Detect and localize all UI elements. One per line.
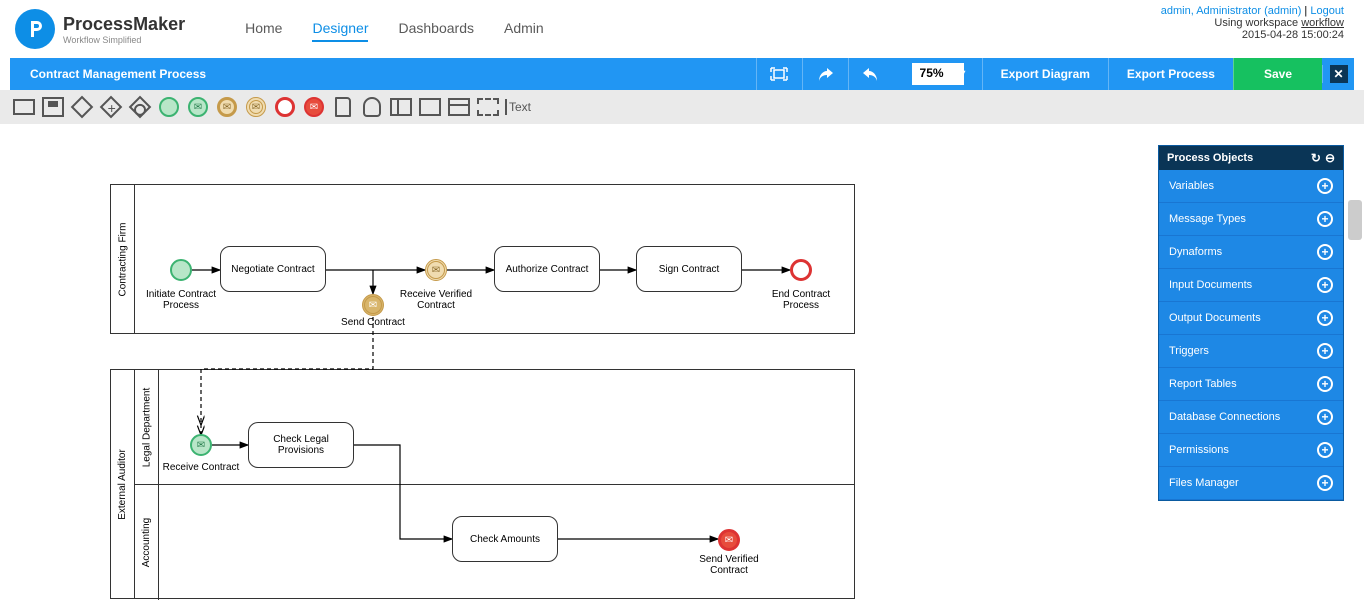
event-label-e1: Initiate Contract Process bbox=[141, 289, 221, 311]
process-toolbar: Contract Management Process 75% ▼ Export… bbox=[10, 58, 1354, 90]
nav-admin[interactable]: Admin bbox=[504, 16, 544, 42]
event-e1[interactable] bbox=[170, 259, 192, 281]
document-tool[interactable] bbox=[331, 95, 355, 119]
nav-menu: Home Designer Dashboards Admin bbox=[245, 16, 544, 42]
panel-item-dynaforms[interactable]: Dynaforms+ bbox=[1159, 236, 1343, 269]
user-link[interactable]: admin, Administrator (admin) bbox=[1161, 5, 1302, 17]
logo[interactable]: ProcessMaker Workflow Simplified bbox=[15, 9, 185, 49]
event-label-e2: Send Contract bbox=[333, 317, 413, 328]
start-msg-event-tool[interactable]: ✉ bbox=[186, 95, 210, 119]
text-tool[interactable]: Text bbox=[505, 99, 531, 115]
pool-tool[interactable] bbox=[389, 95, 413, 119]
logo-title: ProcessMaker bbox=[63, 14, 185, 35]
gateway-tool[interactable] bbox=[70, 95, 94, 119]
redo-button[interactable] bbox=[802, 58, 848, 90]
panel-item-database-connections[interactable]: Database Connections+ bbox=[1159, 401, 1343, 434]
nav-designer[interactable]: Designer bbox=[312, 16, 368, 42]
nav-dashboards[interactable]: Dashboards bbox=[398, 16, 474, 42]
workspace-label: Using workspace workflow bbox=[1161, 17, 1344, 29]
refresh-icon[interactable]: ↻ bbox=[1311, 151, 1321, 165]
header-bar: ProcessMaker Workflow Simplified Home Des… bbox=[0, 0, 1364, 58]
rect-tool[interactable] bbox=[12, 95, 36, 119]
lane-tool[interactable] bbox=[418, 95, 442, 119]
export-process-button[interactable]: Export Process bbox=[1108, 58, 1233, 90]
end-msg-event-tool[interactable]: ✉ bbox=[302, 95, 326, 119]
task-t3[interactable]: Sign Contract bbox=[636, 246, 742, 292]
undo-button[interactable] bbox=[848, 58, 894, 90]
zoom-select[interactable]: 75% ▼ bbox=[902, 63, 974, 85]
add-icon[interactable]: + bbox=[1317, 409, 1333, 425]
shapes-toolbar: ✉ ✉ ✉ ✉ Text bbox=[0, 90, 1364, 124]
timestamp: 2015-04-28 15:00:24 bbox=[1161, 29, 1344, 41]
add-icon[interactable]: + bbox=[1317, 178, 1333, 194]
logo-subtitle: Workflow Simplified bbox=[63, 35, 185, 45]
end-event-tool[interactable] bbox=[273, 95, 297, 119]
group-tool[interactable] bbox=[476, 95, 500, 119]
task-t4[interactable]: Check Legal Provisions bbox=[248, 422, 354, 468]
datastore-tool[interactable] bbox=[360, 95, 384, 119]
inter-catch-tool[interactable]: ✉ bbox=[215, 95, 239, 119]
panel-item-input-documents[interactable]: Input Documents+ bbox=[1159, 269, 1343, 302]
process-objects-panel: Process Objects ↻ ⊖ Variables+Message Ty… bbox=[1158, 145, 1344, 501]
add-icon[interactable]: + bbox=[1317, 475, 1333, 491]
event-label-e5: Receive Contract bbox=[161, 462, 241, 473]
lane-h-tool[interactable] bbox=[447, 95, 471, 119]
panel-item-variables[interactable]: Variables+ bbox=[1159, 170, 1343, 203]
gateway-inclusive-tool[interactable] bbox=[128, 95, 152, 119]
logo-icon bbox=[15, 9, 55, 49]
task-t1[interactable]: Negotiate Contract bbox=[220, 246, 326, 292]
task-t2[interactable]: Authorize Contract bbox=[494, 246, 600, 292]
add-icon[interactable]: + bbox=[1317, 442, 1333, 458]
panel-item-output-documents[interactable]: Output Documents+ bbox=[1159, 302, 1343, 335]
panel-item-report-tables[interactable]: Report Tables+ bbox=[1159, 368, 1343, 401]
event-label-e3: Receive Verified Contract bbox=[396, 289, 476, 311]
add-icon[interactable]: + bbox=[1317, 310, 1333, 326]
event-e5[interactable]: ✉ bbox=[190, 434, 212, 456]
event-e4[interactable] bbox=[790, 259, 812, 281]
inter-throw-tool[interactable]: ✉ bbox=[244, 95, 268, 119]
user-info: admin, Administrator (admin) | Logout Us… bbox=[1161, 5, 1344, 41]
task-t5[interactable]: Check Amounts bbox=[452, 516, 558, 562]
gateway-parallel-tool[interactable] bbox=[99, 95, 123, 119]
save-button[interactable]: Save bbox=[1233, 58, 1322, 90]
panel-item-message-types[interactable]: Message Types+ bbox=[1159, 203, 1343, 236]
event-label-e4: End Contract Process bbox=[761, 289, 841, 311]
add-icon[interactable]: + bbox=[1317, 376, 1333, 392]
add-icon[interactable]: + bbox=[1317, 211, 1333, 227]
panel-item-triggers[interactable]: Triggers+ bbox=[1159, 335, 1343, 368]
event-e3[interactable]: ✉ bbox=[425, 259, 447, 281]
panel-item-permissions[interactable]: Permissions+ bbox=[1159, 434, 1343, 467]
fullscreen-button[interactable] bbox=[756, 58, 802, 90]
close-button[interactable]: ✕ bbox=[1322, 65, 1354, 83]
minimize-icon[interactable]: ⊖ bbox=[1325, 151, 1335, 165]
scrollbar-thumb[interactable] bbox=[1348, 200, 1362, 240]
event-e6[interactable]: ✉ bbox=[718, 529, 740, 551]
add-icon[interactable]: + bbox=[1317, 244, 1333, 260]
panel-header: Process Objects ↻ ⊖ bbox=[1159, 146, 1343, 170]
logout-link[interactable]: Logout bbox=[1310, 5, 1344, 17]
nav-home[interactable]: Home bbox=[245, 16, 282, 42]
event-label-e6: Send Verified Contract bbox=[689, 554, 769, 576]
panel-item-files-manager[interactable]: Files Manager+ bbox=[1159, 467, 1343, 500]
process-title: Contract Management Process bbox=[30, 67, 206, 81]
add-icon[interactable]: + bbox=[1317, 343, 1333, 359]
event-e2[interactable]: ✉ bbox=[362, 294, 384, 316]
save-shape-tool[interactable] bbox=[41, 95, 65, 119]
add-icon[interactable]: + bbox=[1317, 277, 1333, 293]
export-diagram-button[interactable]: Export Diagram bbox=[982, 58, 1108, 90]
start-event-tool[interactable] bbox=[157, 95, 181, 119]
